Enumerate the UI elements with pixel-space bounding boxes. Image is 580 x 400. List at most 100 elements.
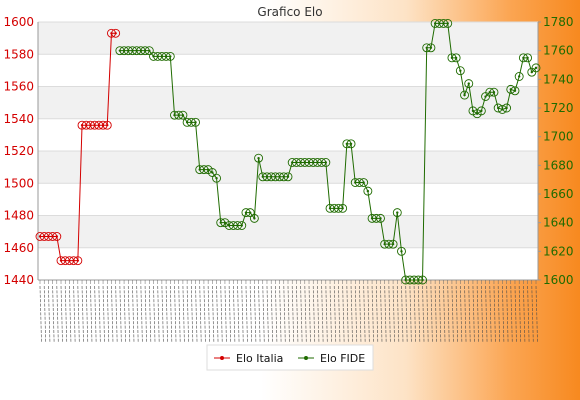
left-tick-label: 1560 <box>3 80 34 94</box>
data-point-center <box>366 189 370 193</box>
data-point <box>443 18 453 28</box>
x-label-glyphs <box>363 285 366 343</box>
left-tick-label: 1520 <box>3 144 34 158</box>
x-label-glyphs <box>422 285 425 343</box>
right-axis: 1600 1620 1640 1660 1680 1700 1720 1740 1760 1780 <box>538 15 574 287</box>
data-point-center <box>341 207 344 210</box>
left-tick-label: 1440 <box>3 273 34 287</box>
data-point <box>254 153 264 163</box>
x-label-glyphs <box>510 285 513 343</box>
x-label-glyphs <box>417 285 421 343</box>
data-point <box>455 66 465 76</box>
x-label-glyphs <box>161 285 164 343</box>
left-tick-label: 1600 <box>3 15 34 29</box>
x-label-glyphs <box>329 285 332 343</box>
data-point <box>245 208 255 218</box>
data-point-center <box>114 32 117 35</box>
x-label-glyphs <box>346 285 349 343</box>
series <box>35 18 541 285</box>
data-point <box>212 173 221 183</box>
data-point-center <box>530 70 533 74</box>
x-label-glyphs <box>81 285 84 343</box>
x-label-glyphs <box>287 285 290 343</box>
x-label-glyphs <box>136 285 139 343</box>
data-point-center <box>194 121 197 124</box>
x-label-glyphs <box>224 285 227 343</box>
data-point-center <box>257 156 260 160</box>
x-label-glyphs <box>178 285 181 343</box>
x-axis <box>39 280 538 343</box>
legend: Elo Italia Elo FIDE <box>206 344 374 371</box>
x-label-glyphs <box>98 285 101 343</box>
legend-item-elo-fide: Elo FIDE <box>298 352 365 365</box>
data-point <box>388 239 398 249</box>
x-label-glyphs <box>199 285 202 343</box>
x-label-glyphs <box>102 285 105 343</box>
left-tick-label: 1540 <box>3 112 34 126</box>
x-label-glyphs <box>56 285 59 343</box>
left-axis: 1440 1460 1480 1500 1520 1540 1560 1580 1600 <box>3 15 34 287</box>
x-label-glyphs <box>157 285 160 343</box>
x-label-glyphs <box>237 285 240 343</box>
data-point <box>392 208 402 218</box>
grid <box>37 21 539 281</box>
x-label-glyphs <box>409 285 412 343</box>
data-point-center <box>400 250 403 253</box>
x-label-glyphs <box>367 285 370 343</box>
x-label-glyphs <box>254 285 257 343</box>
x-label-glyphs <box>69 285 72 343</box>
x-label-glyphs <box>220 285 223 343</box>
x-label-glyphs <box>270 285 274 343</box>
x-label-glyphs <box>241 285 244 343</box>
x-label-glyphs <box>455 285 458 343</box>
data-point <box>523 53 533 63</box>
x-label-glyphs <box>245 285 248 343</box>
chart-title: Grafico Elo <box>257 5 322 19</box>
data-point-center <box>454 56 458 60</box>
x-label-glyphs <box>527 285 530 343</box>
right-tick-label: 1680 <box>543 158 574 172</box>
x-label-glyphs <box>497 285 501 343</box>
x-label-glyphs <box>77 285 80 343</box>
data-point <box>237 221 247 230</box>
x-label-glyphs <box>127 285 131 343</box>
data-point-center <box>421 278 424 282</box>
x-label-glyphs <box>338 285 341 343</box>
data-point-center <box>446 22 449 25</box>
x-label-glyphs <box>426 285 429 343</box>
x-label-glyphs <box>531 285 534 343</box>
data-point-center <box>253 217 256 220</box>
x-label-glyphs <box>434 285 437 343</box>
x-label-glyphs <box>233 285 236 343</box>
data-point-center <box>379 217 382 220</box>
x-label-glyphs <box>174 285 177 343</box>
x-label-glyphs <box>186 285 189 343</box>
x-label-glyphs <box>148 285 152 343</box>
x-label-glyphs <box>388 285 391 343</box>
x-label-glyphs <box>502 285 505 343</box>
data-point-center <box>513 89 517 93</box>
x-label-glyphs <box>350 285 353 343</box>
x-label-glyphs <box>459 285 463 343</box>
x-label-glyphs <box>401 285 404 343</box>
data-point <box>144 46 154 56</box>
x-label-glyphs <box>384 285 387 343</box>
data-point-center <box>55 235 59 238</box>
x-label-glyphs <box>228 285 232 343</box>
data-point <box>52 232 62 241</box>
right-tick-label: 1660 <box>543 187 574 201</box>
data-point-center <box>169 55 172 58</box>
data-point-center <box>534 66 538 70</box>
x-label-glyphs <box>312 285 316 343</box>
data-point <box>489 87 499 97</box>
x-label-glyphs <box>535 285 538 343</box>
x-label-glyphs <box>514 285 517 343</box>
right-tick-label: 1760 <box>543 44 574 58</box>
x-label-glyphs <box>489 285 492 343</box>
x-label-glyphs <box>123 285 126 343</box>
x-label-glyphs <box>119 285 122 343</box>
legend-label-elo-fide: Elo FIDE <box>320 352 365 365</box>
data-point <box>165 51 175 61</box>
data-point <box>464 79 474 89</box>
